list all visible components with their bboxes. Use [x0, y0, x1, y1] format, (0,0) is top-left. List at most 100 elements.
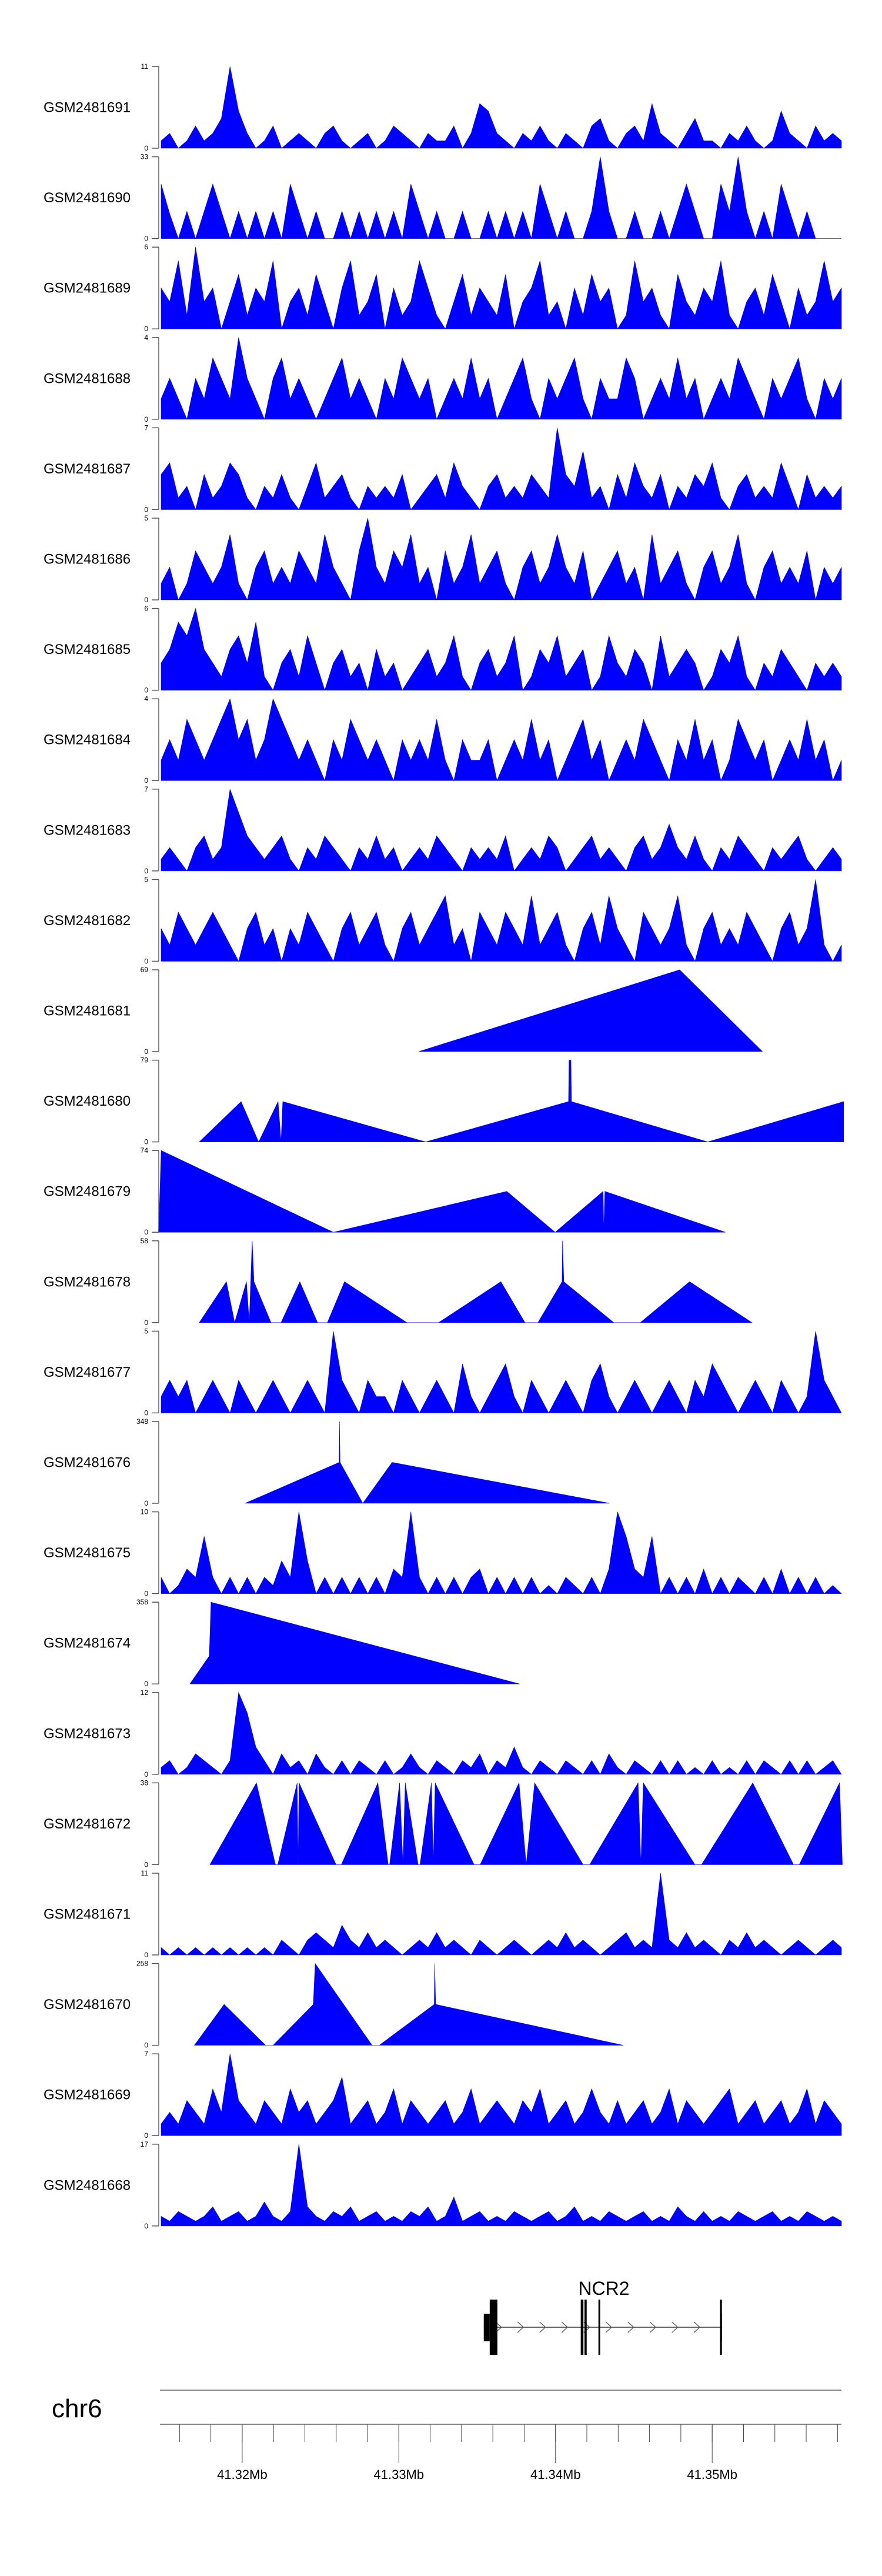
track-GSM2481688: GSM2481688 4 0: [44, 333, 842, 423]
track-label: GSM2481674: [44, 1636, 131, 1651]
signal-area: [161, 518, 842, 600]
y-min-label: 0: [144, 1860, 148, 1868]
y-min-label: 0: [144, 1047, 148, 1056]
track-label: GSM2481687: [44, 461, 131, 477]
tick-label: 41.32Mb: [217, 2467, 268, 2482]
strand-arrow-icon: [539, 2321, 546, 2333]
y-min-label: 0: [144, 867, 148, 875]
track-label: GSM2481673: [44, 1726, 131, 1741]
signal-area: [161, 2144, 842, 2227]
track-GSM2481670: GSM2481670 258 0: [44, 1960, 624, 2050]
signal-area: [161, 428, 842, 510]
exon-block: [720, 2300, 722, 2355]
genome-axis: chr6 41.32Mb 41.33Mb 41.34Mb 41.35Mb: [52, 2390, 841, 2482]
track-label: GSM2481685: [44, 642, 131, 658]
track-label: GSM2481676: [44, 1455, 131, 1471]
exon-block: [598, 2300, 600, 2355]
strand-arrow-icon: [649, 2321, 657, 2333]
y-min-label: 0: [144, 1138, 148, 1146]
track-label: GSM2481678: [44, 1274, 131, 1290]
y-max-label: 33: [141, 153, 149, 161]
y-max-label: 6: [144, 605, 148, 613]
track-label: GSM2481682: [44, 913, 131, 929]
y-min-label: 0: [144, 2041, 148, 2050]
y-min-label: 0: [144, 415, 148, 423]
track-GSM2481675: GSM2481675 10 0: [44, 1508, 842, 1598]
y-min-label: 0: [144, 1770, 148, 1778]
y-max-label: 358: [136, 1598, 148, 1606]
strand-arrow-icon: [561, 2321, 569, 2333]
signal-area: [194, 1963, 624, 2046]
track-GSM2481687: GSM2481687 7 0: [44, 423, 842, 513]
signal-area: [161, 66, 842, 149]
track-GSM2481689: GSM2481689 6 0: [44, 243, 842, 333]
y-min-label: 0: [144, 957, 148, 965]
track-label: GSM2481668: [44, 2177, 131, 2193]
y-max-label: 69: [141, 966, 149, 974]
signal-area: [161, 2054, 842, 2136]
y-min-label: 0: [144, 1680, 148, 1688]
signal-area: [161, 1511, 842, 1594]
track-label: GSM2481679: [44, 1184, 131, 1200]
signal-area: [199, 1060, 844, 1143]
track-GSM2481682: GSM2481682 5 0: [44, 875, 842, 965]
track-label: GSM2481670: [44, 1997, 131, 2013]
track-GSM2481691: GSM2481691 11 0: [44, 62, 842, 152]
track-label: GSM2481688: [44, 371, 131, 386]
track-GSM2481677: GSM2481677 5 0: [44, 1327, 842, 1417]
track-GSM2481684: GSM2481684 4 0: [44, 695, 842, 785]
y-min-label: 0: [144, 505, 148, 513]
chromosome-label: chr6: [52, 2394, 102, 2423]
y-min-label: 0: [144, 1409, 148, 1417]
track-label: GSM2481690: [44, 190, 131, 206]
signal-area: [245, 1421, 610, 1504]
track-GSM2481679: GSM2481679 74 0: [44, 1146, 726, 1236]
strand-arrow-icon: [693, 2321, 701, 2333]
tick-label: 41.33Mb: [374, 2467, 425, 2482]
signal-area: [161, 789, 842, 872]
track-GSM2481676: GSM2481676 348 0: [44, 1417, 610, 1507]
y-max-label: 4: [144, 695, 148, 703]
y-min-label: 0: [144, 776, 148, 785]
y-min-label: 0: [144, 1590, 148, 1598]
track-GSM2481678: GSM2481678 58 0: [44, 1237, 753, 1327]
signal-area: [158, 1150, 726, 1233]
y-max-label: 4: [144, 333, 148, 342]
signal-area: [161, 608, 842, 691]
strand-arrow-icon: [495, 2321, 502, 2333]
signal-area: [161, 1873, 842, 1956]
y-max-label: 17: [141, 2140, 149, 2148]
track-label: GSM2481671: [44, 1907, 131, 1923]
y-max-label: 7: [144, 785, 148, 793]
y-max-label: 79: [141, 1056, 149, 1065]
y-max-label: 58: [141, 1237, 149, 1245]
y-min-label: 0: [144, 1319, 148, 1327]
y-min-label: 0: [144, 686, 148, 695]
track-label: GSM2481683: [44, 822, 131, 838]
track-label: GSM2481689: [44, 281, 131, 296]
y-min-label: 0: [144, 1499, 148, 1507]
y-min-label: 0: [144, 2222, 148, 2230]
exon-block: [580, 2300, 584, 2355]
y-min-label: 0: [144, 235, 148, 243]
strand-arrow-icon: [627, 2321, 634, 2333]
gene-label: NCR2: [578, 2278, 629, 2299]
y-max-label: 74: [141, 1146, 149, 1154]
track-GSM2481683: GSM2481683 7 0: [44, 785, 842, 875]
signal-area: [161, 337, 842, 420]
track-label: GSM2481675: [44, 1545, 131, 1561]
signal-area: [209, 1782, 843, 1865]
y-min-label: 0: [144, 1228, 148, 1236]
signal-area: [161, 247, 842, 330]
track-GSM2481681: GSM2481681 69 0: [44, 966, 763, 1056]
track-GSM2481673: GSM2481673 12 0: [44, 1689, 842, 1778]
y-max-label: 11: [141, 62, 149, 71]
y-min-label: 0: [144, 144, 148, 152]
track-label: GSM2481677: [44, 1364, 131, 1380]
y-max-label: 11: [141, 1869, 149, 1877]
track-GSM2481685: GSM2481685 6 0: [44, 605, 842, 695]
y-max-label: 7: [144, 2050, 148, 2058]
track-GSM2481674: GSM2481674 358 0: [44, 1598, 520, 1688]
track-label: GSM2481681: [44, 1003, 131, 1019]
